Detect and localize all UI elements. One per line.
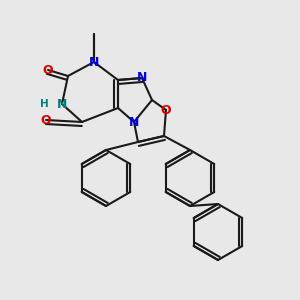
- Text: N: N: [89, 56, 99, 68]
- Text: N: N: [57, 98, 67, 110]
- Text: H: H: [40, 99, 49, 109]
- Text: O: O: [43, 64, 53, 76]
- Text: N: N: [129, 116, 139, 128]
- Text: O: O: [41, 113, 51, 127]
- Text: N: N: [137, 71, 147, 85]
- Text: O: O: [161, 103, 171, 116]
